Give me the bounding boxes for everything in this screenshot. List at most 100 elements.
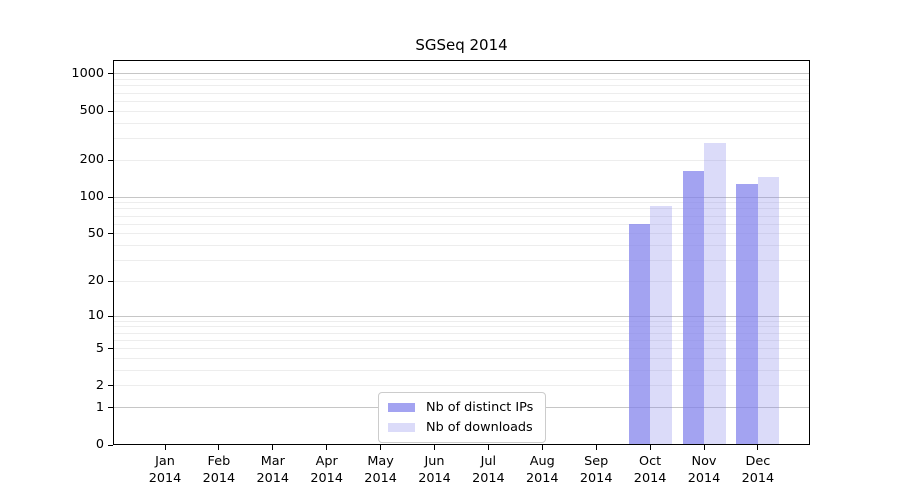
legend: Nb of distinct IPs Nb of downloads — [378, 392, 547, 443]
gridline-minor-y70 — [113, 215, 810, 217]
y-tick-50 — [108, 233, 113, 235]
y-tick-1000 — [108, 73, 113, 75]
x-tick-label-aug: Aug 2014 — [512, 453, 572, 487]
gridline-minor-y700 — [113, 92, 810, 94]
bar-ips-oct — [628, 224, 651, 445]
x-tick-may — [380, 445, 382, 450]
legend-swatch-ips — [388, 403, 415, 412]
x-tick-month: Apr — [315, 454, 338, 469]
gridline-minor-y40 — [113, 245, 810, 247]
y-tick-2 — [108, 385, 113, 387]
x-tick-sep — [595, 445, 597, 450]
y-tick-100 — [108, 196, 113, 198]
gridline-minor-y60 — [113, 223, 810, 225]
x-tick-nov — [703, 445, 705, 450]
x-tick-jun — [434, 445, 435, 450]
x-tick-year: 2014 — [310, 471, 343, 486]
gridline-minor-y80 — [113, 208, 810, 210]
x-tick-label-sep: Sep 2014 — [566, 453, 626, 487]
y-tick-label-0: 0 — [95, 437, 104, 452]
gridline-minor-y90 — [113, 202, 810, 204]
gridline-major-y100 — [113, 196, 810, 198]
y-tick-label-20: 20 — [87, 273, 104, 289]
x-tick-month: Aug — [529, 454, 555, 469]
gridline-minor-y50 — [113, 233, 810, 235]
gridline-minor-y8 — [113, 326, 810, 328]
legend-swatch-downloads — [388, 423, 415, 432]
gridline-minor-y3 — [113, 370, 810, 372]
x-tick-label-apr: Apr 2014 — [297, 453, 357, 487]
y-tick-label-5: 5 — [95, 340, 104, 356]
gridline-minor-y200 — [113, 159, 810, 161]
legend-label-downloads: Nb of downloads — [426, 420, 533, 435]
x-tick-mar — [272, 445, 274, 450]
y-tick-label-200: 200 — [79, 152, 104, 168]
y-tick-label-100: 100 — [79, 189, 104, 205]
x-tick-oct — [649, 445, 651, 450]
x-tick-jan — [164, 445, 166, 450]
x-tick-year: 2014 — [472, 471, 505, 486]
x-tick-year: 2014 — [579, 471, 613, 486]
x-tick-year: 2014 — [202, 471, 236, 486]
y-tick-label-500: 500 — [79, 103, 104, 119]
y-tick-10 — [108, 315, 113, 317]
x-tick-label-jun: Jun 2014 — [405, 453, 465, 487]
x-tick-label-may: May 2014 — [351, 453, 411, 487]
y-tick-label-1: 1 — [95, 399, 104, 415]
y-tick-5 — [108, 348, 113, 350]
gridline-minor-y4 — [113, 358, 810, 360]
chart-title: SGSeq 2014 — [415, 36, 508, 54]
y-tick-label-1000: 1000 — [71, 65, 104, 81]
y-tick-label-50: 50 — [87, 225, 104, 241]
x-tick-year: 2014 — [148, 471, 182, 486]
x-tick-label-jul: Jul 2014 — [458, 453, 518, 487]
x-tick-aug — [541, 445, 543, 450]
x-tick-month: Sep — [584, 454, 609, 469]
x-tick-label-dec: Dec 2014 — [728, 453, 788, 487]
x-tick-year: 2014 — [526, 471, 559, 486]
gridline-minor-y500 — [113, 110, 810, 112]
gridline-minor-y7 — [113, 332, 810, 334]
bar-downloads-nov — [704, 143, 726, 445]
x-tick-year: 2014 — [364, 471, 397, 486]
x-tick-month: Dec — [745, 454, 771, 469]
y-tick-0 — [108, 444, 113, 446]
gridline-major-y1000 — [113, 73, 810, 75]
x-tick-label-feb: Feb 2014 — [189, 453, 249, 487]
bar-ips-dec — [736, 183, 758, 445]
legend-label-ips: Nb of distinct IPs — [426, 400, 534, 415]
gridline-minor-y400 — [113, 122, 810, 124]
x-tick-apr — [326, 445, 328, 450]
y-tick-200 — [108, 159, 113, 161]
x-tick-month: Mar — [260, 454, 285, 469]
gridline-minor-y9 — [113, 320, 810, 322]
x-tick-month: Jul — [480, 454, 497, 469]
x-tick-label-jan: Jan 2014 — [135, 453, 195, 487]
gridline-minor-y5 — [113, 348, 810, 350]
bar-downloads-dec — [757, 176, 780, 445]
x-tick-jul — [487, 445, 489, 450]
x-tick-year: 2014 — [418, 471, 451, 486]
y-tick-label-2: 2 — [95, 377, 104, 393]
x-tick-year: 2014 — [256, 471, 290, 486]
gridline-minor-y300 — [113, 137, 810, 139]
gridline-minor-y20 — [113, 280, 810, 282]
y-tick-1 — [108, 407, 113, 409]
y-tick-label-10: 10 — [87, 308, 104, 324]
x-tick-month: Feb — [207, 454, 231, 469]
y-tick-500 — [108, 110, 113, 112]
x-tick-year: 2014 — [741, 471, 775, 486]
gridline-minor-y2 — [113, 385, 810, 387]
gridline-major-y10 — [113, 315, 810, 317]
x-tick-month: Oct — [639, 454, 662, 469]
x-tick-year: 2014 — [633, 471, 667, 486]
gridline-minor-y6 — [113, 339, 810, 341]
x-tick-month: Nov — [691, 454, 717, 469]
plot-area — [113, 60, 810, 445]
gridline-minor-y800 — [113, 85, 810, 87]
x-tick-year: 2014 — [687, 471, 721, 486]
bar-downloads-oct — [650, 205, 672, 445]
bar-ips-nov — [682, 171, 704, 445]
gridline-minor-y900 — [113, 79, 810, 81]
